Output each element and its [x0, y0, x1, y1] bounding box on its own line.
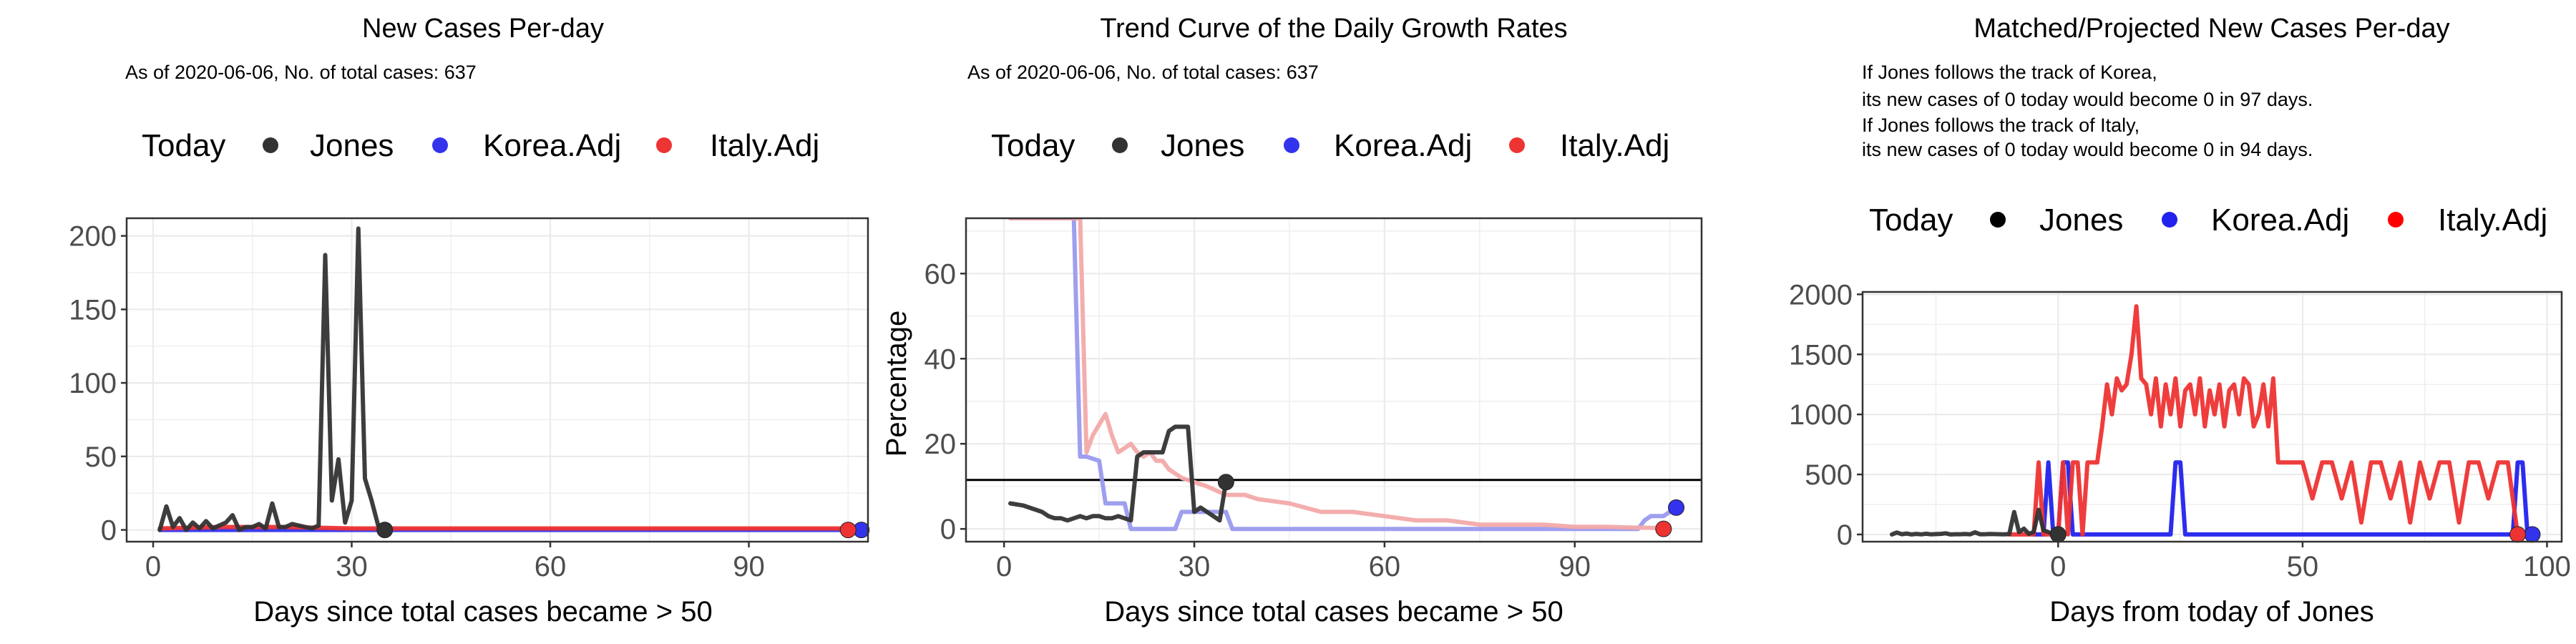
legend-key-korea [2162, 212, 2177, 228]
gridlines [127, 218, 868, 542]
legend: Today Jones Korea.Adj Italy.Adj [991, 128, 1669, 163]
legend-label-jones: Jones [310, 128, 394, 163]
series-line-jones [1890, 507, 2061, 537]
series-lines [1890, 304, 2534, 537]
y-tick-label: 50 [85, 441, 117, 473]
series-line-jones [157, 226, 387, 532]
x-axis-label: Days from today of Jones [2049, 596, 2374, 628]
x-tick-label: 30 [1179, 551, 1211, 582]
x-tick-label: 100 [2523, 551, 2571, 582]
x-axis-label: Days since total cases became > 50 [1104, 596, 1563, 628]
plot-border [125, 217, 869, 543]
today-point-italy-adj [2509, 526, 2527, 543]
y-tick-label: 100 [69, 368, 117, 399]
y-tick-label: 0 [1837, 519, 1853, 551]
panel-new-cases: New Cases Per-day As of 2020-06-06, No. … [69, 14, 870, 628]
x-tick-label: 0 [2050, 551, 2066, 582]
legend-key-korea [1284, 137, 1299, 153]
y-tick-label: 0 [940, 514, 956, 545]
today-points [1217, 474, 1685, 537]
annotation-line: its new cases of 0 today would become 0 … [1862, 89, 2313, 110]
legend-label-korea: Korea.Adj [1334, 128, 1472, 163]
plot-border [1861, 291, 2563, 543]
series-line-jones [1008, 424, 1229, 523]
legend-key-korea [432, 137, 448, 153]
y-tick-label: 500 [1805, 459, 1853, 491]
series-line-italy-adj [157, 525, 851, 531]
annotation-line: its new cases of 0 today would become 0 … [1862, 139, 2313, 160]
legend-key-italy [2388, 212, 2404, 228]
axis-ticks: 0 30 60 90 0 50 100 150 200 [69, 221, 765, 582]
legend-key-jones [1112, 137, 1128, 153]
today-point-jones [376, 522, 394, 539]
y-tick-label: 60 [924, 258, 957, 290]
legend-label-jones: Jones [2039, 203, 2123, 238]
annotation-line: If Jones follows the track of Italy, [1862, 114, 2140, 136]
annotation-line: If Jones follows the track of Korea, [1862, 62, 2157, 83]
y-tick-label: 200 [69, 221, 117, 253]
y-tick-label: 1000 [1789, 399, 1853, 431]
annotation-block: If Jones follows the track of Korea, its… [1862, 62, 2313, 160]
x-tick-label: 30 [336, 551, 368, 582]
legend-label-jones: Jones [1161, 128, 1244, 163]
chart-subtitle: As of 2020-06-06, No. of total cases: 63… [125, 62, 477, 83]
today-point-italy-adj [839, 522, 857, 539]
y-tick-label: 0 [101, 515, 117, 547]
series-lines [966, 218, 1702, 532]
legend-title: Today [991, 128, 1075, 163]
legend-label-italy: Italy.Adj [2438, 203, 2547, 238]
axis-ticks: 0 30 60 90 0 20 40 60 [924, 258, 1591, 582]
y-tick-label: 20 [924, 429, 957, 460]
plot-border [965, 217, 1703, 543]
x-tick-label: 0 [996, 551, 1012, 582]
today-point-korea-adj [1668, 499, 1685, 516]
legend-title: Today [1869, 203, 1953, 238]
y-tick-label: 40 [924, 343, 957, 375]
x-tick-label: 90 [733, 551, 765, 582]
x-axis-label: Days since total cases became > 50 [253, 596, 712, 628]
chart-title: Matched/Projected New Cases Per-day [1974, 14, 2449, 44]
legend-title: Today [142, 128, 225, 163]
series-line-korea-adj [1008, 218, 1679, 532]
x-tick-label: 60 [1369, 551, 1401, 582]
today-point-jones [2049, 526, 2067, 543]
y-axis-label: Percentage [881, 311, 912, 457]
legend-label-korea: Korea.Adj [483, 128, 621, 163]
chart-title: New Cases Per-day [362, 14, 604, 44]
today-points [2049, 526, 2541, 543]
today-point-korea-adj [2524, 526, 2541, 543]
chart-subtitle: As of 2020-06-06, No. of total cases: 63… [967, 62, 1319, 83]
legend-key-jones [1990, 212, 2006, 228]
x-tick-label: 60 [535, 551, 567, 582]
legend-label-italy: Italy.Adj [1560, 128, 1669, 163]
chart-title: Trend Curve of the Daily Growth Rates [1100, 14, 1567, 44]
legend: Today Jones Korea.Adj Italy.Adj [1869, 203, 2547, 238]
y-tick-label: 150 [69, 294, 117, 326]
x-tick-label: 0 [145, 551, 161, 582]
legend: Today Jones Korea.Adj Italy.Adj [142, 128, 819, 163]
today-point-italy-adj [1655, 520, 1672, 537]
x-tick-label: 50 [2287, 551, 2319, 582]
legend-label-italy: Italy.Adj [710, 128, 819, 163]
legend-key-italy [1509, 137, 1525, 153]
series-line-italy-adj [1008, 218, 1672, 532]
legend-label-korea: Korea.Adj [2211, 203, 2349, 238]
y-tick-label: 1500 [1789, 339, 1853, 371]
panel-growth-rates: Trend Curve of the Daily Growth Rates As… [881, 14, 1703, 628]
series-line-italy-adj [2007, 304, 2520, 537]
today-point-jones [1217, 474, 1234, 491]
gridlines [1863, 292, 2562, 542]
series-lines [157, 226, 864, 532]
today-points [376, 522, 870, 539]
y-tick-label: 2000 [1789, 279, 1853, 311]
legend-key-jones [263, 137, 278, 153]
legend-key-italy [656, 137, 672, 153]
x-tick-label: 90 [1559, 551, 1591, 582]
panel-matched-projected: Matched/Projected New Cases Per-day If J… [1789, 14, 2571, 628]
